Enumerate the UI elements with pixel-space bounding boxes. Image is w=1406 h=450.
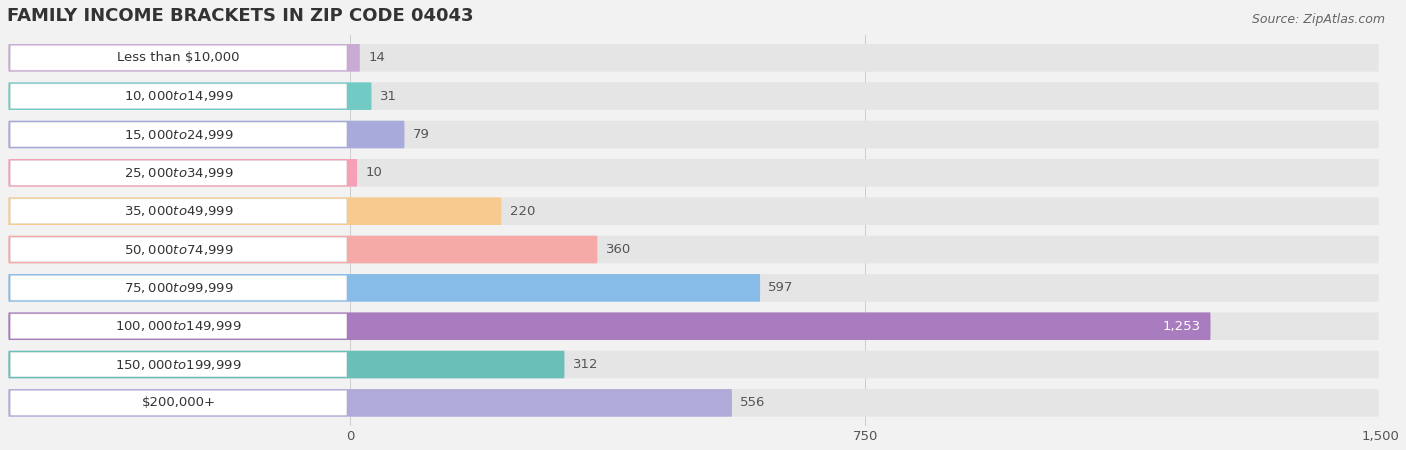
- FancyBboxPatch shape: [8, 351, 1379, 378]
- FancyBboxPatch shape: [8, 121, 405, 148]
- FancyBboxPatch shape: [8, 312, 1379, 340]
- Text: Source: ZipAtlas.com: Source: ZipAtlas.com: [1251, 14, 1385, 27]
- Text: 1,253: 1,253: [1163, 320, 1201, 333]
- Text: $200,000+: $200,000+: [142, 396, 215, 410]
- FancyBboxPatch shape: [8, 274, 761, 302]
- FancyBboxPatch shape: [10, 84, 347, 108]
- Text: $25,000 to $34,999: $25,000 to $34,999: [124, 166, 233, 180]
- FancyBboxPatch shape: [8, 236, 1379, 263]
- FancyBboxPatch shape: [10, 199, 347, 224]
- Text: 597: 597: [768, 281, 794, 294]
- Text: 556: 556: [740, 396, 766, 410]
- Text: Less than $10,000: Less than $10,000: [117, 51, 240, 64]
- FancyBboxPatch shape: [10, 352, 347, 377]
- FancyBboxPatch shape: [10, 275, 347, 300]
- FancyBboxPatch shape: [8, 274, 1379, 302]
- FancyBboxPatch shape: [8, 159, 357, 187]
- Text: 31: 31: [380, 90, 396, 103]
- Text: $15,000 to $24,999: $15,000 to $24,999: [124, 127, 233, 141]
- FancyBboxPatch shape: [8, 44, 1379, 72]
- Text: 220: 220: [509, 205, 534, 218]
- FancyBboxPatch shape: [10, 45, 347, 70]
- FancyBboxPatch shape: [8, 121, 1379, 148]
- FancyBboxPatch shape: [8, 312, 1211, 340]
- FancyBboxPatch shape: [10, 161, 347, 185]
- FancyBboxPatch shape: [8, 198, 502, 225]
- FancyBboxPatch shape: [8, 236, 598, 263]
- Text: 79: 79: [413, 128, 430, 141]
- Text: $50,000 to $74,999: $50,000 to $74,999: [124, 243, 233, 256]
- Text: 14: 14: [368, 51, 385, 64]
- Text: 10: 10: [366, 166, 382, 180]
- Text: $100,000 to $149,999: $100,000 to $149,999: [115, 319, 242, 333]
- FancyBboxPatch shape: [10, 237, 347, 262]
- FancyBboxPatch shape: [8, 82, 371, 110]
- Text: $150,000 to $199,999: $150,000 to $199,999: [115, 358, 242, 372]
- FancyBboxPatch shape: [10, 122, 347, 147]
- FancyBboxPatch shape: [8, 198, 1379, 225]
- Text: 312: 312: [572, 358, 598, 371]
- FancyBboxPatch shape: [10, 314, 347, 338]
- Text: $35,000 to $49,999: $35,000 to $49,999: [124, 204, 233, 218]
- FancyBboxPatch shape: [8, 159, 1379, 187]
- Text: 360: 360: [606, 243, 631, 256]
- FancyBboxPatch shape: [8, 82, 1379, 110]
- FancyBboxPatch shape: [8, 351, 564, 378]
- FancyBboxPatch shape: [10, 391, 347, 415]
- FancyBboxPatch shape: [8, 389, 1379, 417]
- Text: $75,000 to $99,999: $75,000 to $99,999: [124, 281, 233, 295]
- Text: $10,000 to $14,999: $10,000 to $14,999: [124, 89, 233, 103]
- FancyBboxPatch shape: [8, 389, 733, 417]
- FancyBboxPatch shape: [8, 44, 360, 72]
- Text: FAMILY INCOME BRACKETS IN ZIP CODE 04043: FAMILY INCOME BRACKETS IN ZIP CODE 04043: [7, 7, 474, 25]
